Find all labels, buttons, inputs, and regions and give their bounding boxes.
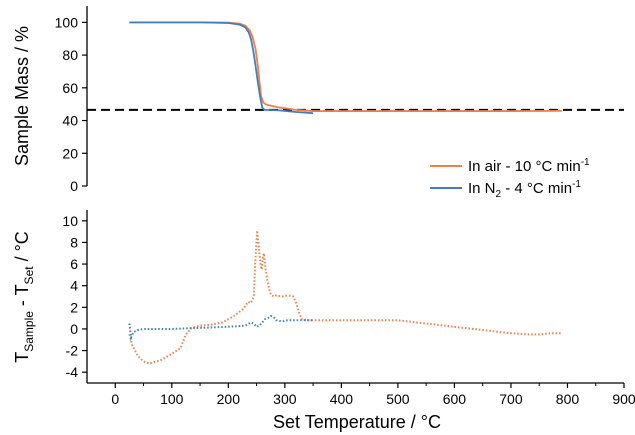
mass-y-tick-label: 100 [55,14,79,30]
tdiff-y-tick-label: -2 [66,343,79,359]
x-tick-label: 100 [160,391,184,407]
series-dotted-air [128,230,562,365]
tdiff-y-tick-label: 10 [62,213,78,229]
legend-label-n2: In N2 - 4 °C min-1 [468,179,581,200]
tdiff-panel-ticks [82,220,625,388]
tdiff-y-axis-title: TSample - TSet / °C [12,231,36,363]
legend: In air - 10 °C min-1 In N2 - 4 °C min-1 [430,157,590,200]
legend-label-air: In air - 10 °C min-1 [468,157,590,175]
mass-y-tick-label: 20 [62,145,78,161]
x-tick-label: 500 [386,391,410,407]
tdiff-y-tick-labels: -4 -2 0 2 4 6 8 10 [62,213,78,380]
mass-panel-ticks [82,21,87,187]
tdiff-y-tick-label: 8 [70,234,78,250]
mass-y-tick-labels: 0 20 40 60 80 100 [55,14,79,194]
series-dotted-n2 [128,314,314,342]
tdiff-y-tick-label: 4 [70,278,78,294]
mass-y-tick-label: 80 [62,47,78,63]
x-tick-label: 300 [273,391,297,407]
x-tick-label: 700 [499,391,523,407]
mass-y-axis-title: Sample Mass / % [12,26,32,166]
tdiff-y-tick-label: 6 [70,256,78,272]
x-tick-label: 900 [612,391,635,407]
tdiff-y-tick-label: 2 [70,299,78,315]
x-tick-label: 0 [111,391,119,407]
mass-y-tick-label: 60 [62,80,78,96]
x-axis-title: Set Temperature / °C [273,412,441,432]
x-tick-label: 400 [330,391,354,407]
x-tick-label: 200 [217,391,241,407]
series-line-air [129,21,562,112]
mass-panel: 0 20 40 60 80 100 Sample Mass / % In air - 10… [12,6,624,200]
x-tick-label: 600 [443,391,467,407]
mass-y-tick-label: 40 [62,113,78,129]
tdiff-y-tick-label: 0 [70,321,78,337]
temperature-difference-panel: -4 -2 0 2 4 6 8 10 0 100 200 300 400 500 600 700 800 900… [12,210,635,432]
x-tick-label: 800 [556,391,580,407]
series-line-n2 [129,21,314,115]
x-tick-labels: 0 100 200 300 400 500 600 700 800 900 [111,391,635,407]
tdiff-y-tick-label: -4 [66,364,79,380]
mass-y-tick-label: 0 [70,178,78,194]
